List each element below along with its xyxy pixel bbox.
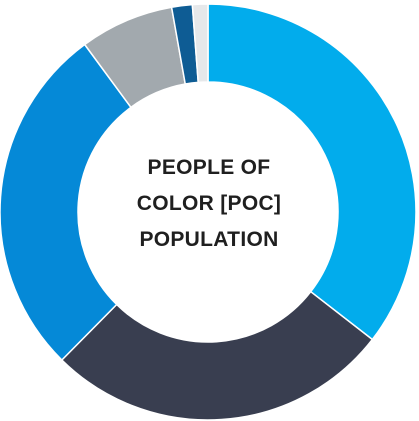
chart-title-line-3: POPULATION [109,222,309,258]
chart-title-line-2: COLOR [POC] [109,186,309,222]
chart-center-title: PEOPLE OF COLOR [POC] POPULATION [109,150,309,258]
chart-title-line-1: PEOPLE OF [109,150,309,186]
